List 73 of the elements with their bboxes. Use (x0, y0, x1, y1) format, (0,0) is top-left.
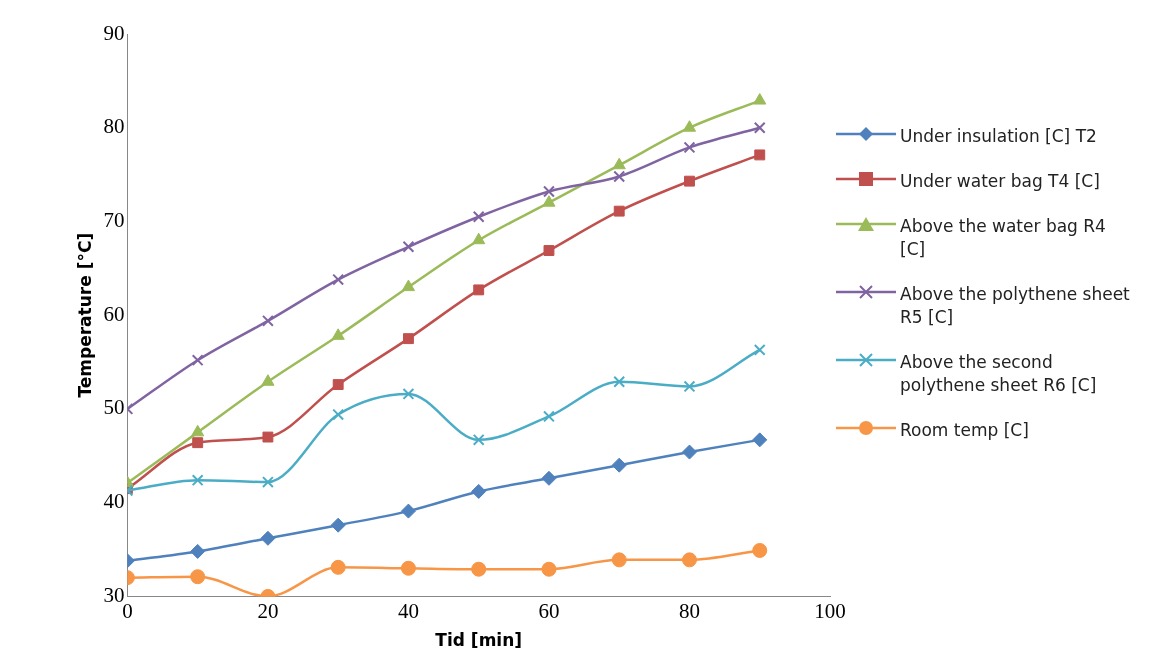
legend-label: Above the second polythene sheet R6 [C] (900, 351, 1098, 397)
point (261, 314, 274, 327)
point (471, 561, 487, 577)
point (261, 374, 275, 386)
point (472, 232, 486, 245)
point (681, 444, 697, 460)
y-tick-label: 60 (103, 301, 125, 326)
y-tick-label: 70 (103, 207, 125, 232)
x-tick-label: 60 (538, 598, 560, 623)
point (753, 121, 766, 134)
point (472, 210, 485, 223)
point (330, 517, 346, 533)
point (261, 476, 274, 488)
point (332, 273, 345, 286)
point (192, 437, 204, 449)
point (684, 175, 695, 187)
point (330, 559, 346, 575)
x-tick-label: 20 (257, 598, 279, 623)
point (471, 483, 487, 499)
point (190, 569, 206, 585)
point (402, 333, 414, 345)
point (613, 170, 626, 183)
point (683, 141, 696, 154)
point (401, 279, 415, 292)
point (541, 561, 557, 577)
point (191, 424, 205, 437)
y-tick-label: 90 (103, 20, 125, 45)
y-tick-label: 30 (103, 582, 125, 607)
point (400, 503, 416, 519)
point (191, 354, 204, 367)
legend-label: Under water bag T4 [C] (900, 170, 1100, 193)
x-tick-label: 100 (814, 598, 846, 623)
point (683, 380, 696, 393)
point (473, 284, 485, 296)
point (541, 470, 557, 486)
point (613, 375, 626, 388)
point (262, 431, 274, 443)
point (332, 379, 344, 391)
point (682, 120, 697, 132)
point (260, 530, 276, 546)
point (402, 240, 415, 253)
x-tick-label: 40 (397, 598, 419, 623)
point (332, 408, 345, 421)
point (190, 543, 206, 559)
point (402, 387, 415, 400)
point (543, 185, 555, 198)
point (400, 560, 416, 576)
point (543, 410, 555, 423)
point (753, 93, 767, 105)
legend-label: Room temp [C] (900, 419, 1029, 442)
y-tick-label: 80 (103, 114, 125, 139)
point (612, 157, 626, 170)
legend-label: Under insulation [C] T2 (900, 125, 1097, 148)
x-axis-title: Tid [min] (435, 630, 523, 651)
point (611, 552, 627, 568)
point (752, 432, 768, 448)
y-tick-label: 50 (103, 395, 125, 420)
y-tick-label: 40 (103, 489, 125, 514)
point (472, 433, 485, 446)
point (754, 149, 766, 161)
point (331, 328, 345, 340)
x-tick-label: 80 (678, 598, 700, 623)
point (613, 205, 625, 217)
point (542, 195, 556, 207)
y-axis-title: Temperature [°C] (74, 232, 95, 398)
legend-label: Above the water bag R4 [C] (900, 215, 1107, 261)
point (543, 245, 555, 256)
legend-label: Above the polythene sheet R5 [C] (900, 283, 1131, 329)
point (753, 343, 766, 356)
point (191, 474, 204, 487)
point (681, 552, 697, 568)
point (611, 457, 627, 473)
point (752, 542, 768, 558)
